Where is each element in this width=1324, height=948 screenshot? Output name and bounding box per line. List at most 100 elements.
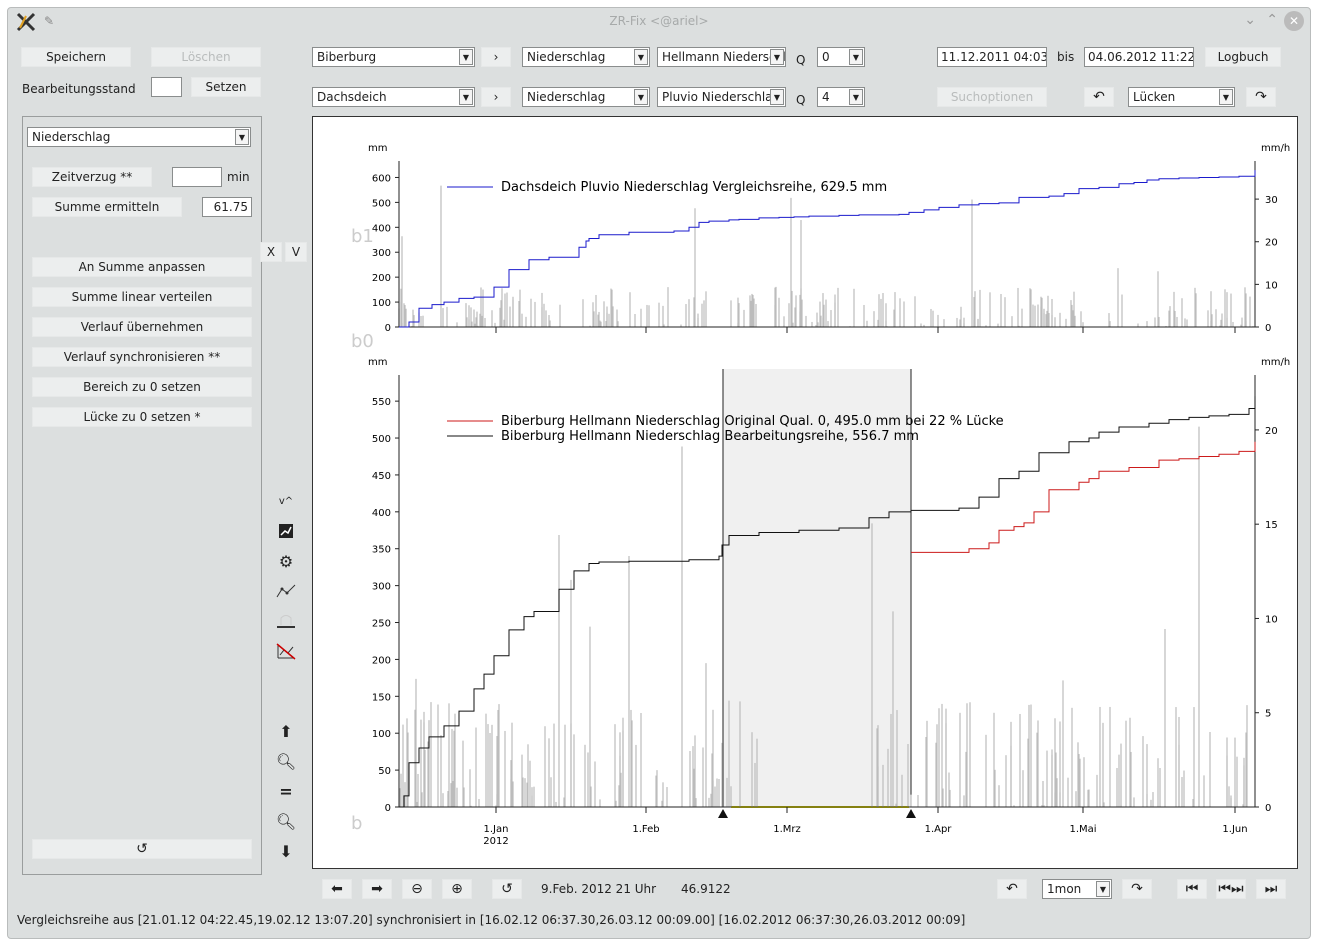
sync-course-button[interactable]: Verlauf synchronisieren ** xyxy=(32,347,252,367)
reset-zoom-button[interactable]: ↺ xyxy=(492,879,522,899)
y2-tick-label: 15 xyxy=(1265,520,1278,531)
y-tick-label: 200 xyxy=(372,273,391,284)
delete-button[interactable]: Löschen xyxy=(151,47,261,67)
date-to-field[interactable]: 04.06.2012 11:22 xyxy=(1084,47,1194,67)
panel-label: b0 xyxy=(351,331,374,352)
panel-undo-button[interactable]: ↺ xyxy=(32,839,252,859)
skip-end-icon: ⏭ xyxy=(1264,881,1278,897)
legend-entry: Biberburg Hellmann Niederschlag Original… xyxy=(501,414,1004,429)
close-icon[interactable]: ✕ xyxy=(1284,11,1304,31)
series-select[interactable]: Niederschlag ▼ xyxy=(27,127,251,147)
legend-entry: Biberburg Hellmann Niederschlag Bearbeit… xyxy=(501,429,919,444)
sensor-select-1[interactable]: Hellmann Niederschlag▼ xyxy=(657,47,786,67)
gaps-select[interactable]: Lücken ▼ xyxy=(1128,87,1235,107)
y-tick-label: 400 xyxy=(372,223,391,234)
interval-select[interactable]: 1mon ▼ xyxy=(1042,879,1112,899)
scroll-down-button[interactable]: ⬇ xyxy=(271,840,301,862)
sum-button[interactable]: Summe ermitteln xyxy=(32,197,182,217)
range-zero-button[interactable]: Bereich zu 0 setzen xyxy=(32,377,252,397)
x-button[interactable]: X xyxy=(260,242,282,262)
state-field[interactable] xyxy=(151,77,182,97)
gap-zero-button[interactable]: Lücke zu 0 setzen * xyxy=(32,407,252,427)
adjust-sum-button[interactable]: An Summe anpassen xyxy=(32,257,252,277)
skip-start-icon: ⏮ xyxy=(1185,881,1199,897)
logbook-button[interactable]: Logbuch xyxy=(1205,47,1281,67)
v-button[interactable]: V xyxy=(285,242,307,262)
y-fit-button[interactable]: = xyxy=(271,780,301,802)
q-2-value: 4 xyxy=(822,90,830,104)
scroll-up-button[interactable]: ⬆ xyxy=(271,720,301,742)
undo-arrow-icon: ↶ xyxy=(1006,881,1018,897)
state-label: Bearbeitungsstand xyxy=(22,82,136,96)
minimize-icon[interactable]: ⌄ xyxy=(1244,12,1256,28)
station-select-1[interactable]: Biberburg ▼ xyxy=(312,47,475,67)
x-zoom-out-button[interactable]: ⊖ xyxy=(402,879,432,899)
series-line xyxy=(911,441,1256,553)
y-tick-label: 600 xyxy=(372,173,391,184)
all-button[interactable]: ⏮⏭ xyxy=(1216,879,1246,899)
delay-unit: min xyxy=(227,170,250,184)
x-tick-sublabel: 2012 xyxy=(483,836,508,847)
y-tick-label: 350 xyxy=(372,545,391,556)
forward-button-1[interactable]: › xyxy=(481,47,511,67)
value-toggle-button[interactable]: v^ xyxy=(271,490,301,512)
y-zoom-out-button[interactable]: 🔍︎ xyxy=(271,750,301,772)
param-1-value: Niederschlag xyxy=(527,50,606,64)
delay-button[interactable]: Zeitverzug ** xyxy=(32,167,152,187)
chart-button[interactable] xyxy=(271,520,301,542)
gear-icon: ⚙ xyxy=(278,551,294,571)
chevron-down-icon: ▼ xyxy=(849,89,863,105)
baseline-icon xyxy=(277,615,295,628)
settings-button[interactable]: ⚙ xyxy=(271,550,301,572)
line-edit-button[interactable] xyxy=(271,580,301,602)
date-from-field[interactable]: 11.12.2011 04:03 xyxy=(937,47,1047,67)
sensor-select-2[interactable]: Pluvio Niederschlag ▼ xyxy=(657,87,786,107)
first-button[interactable]: ⏮ xyxy=(1177,879,1207,899)
interval-next-button[interactable]: ↷ xyxy=(1122,879,1152,899)
save-button[interactable]: Speichern xyxy=(21,47,131,67)
y-tick-label: 450 xyxy=(372,471,391,482)
series-line xyxy=(399,170,1256,328)
arrow-right-icon: ➡ xyxy=(371,881,383,897)
param-2-value: Niederschlag xyxy=(527,90,606,104)
selection-end-marker xyxy=(906,809,916,818)
title-bar: ✎ ZR-Fix <@ariel> ⌄ ⌃ ✕ xyxy=(8,8,1310,36)
q-select-2[interactable]: 4 ▼ xyxy=(817,87,865,107)
gap-prev-button[interactable]: ↶ xyxy=(1084,87,1114,107)
station-select-2[interactable]: Dachsdeich ▼ xyxy=(312,87,475,107)
y2-tick-label: 20 xyxy=(1265,426,1278,437)
arrow-down-icon: ⬇ xyxy=(279,841,293,861)
y-axis-unit-right: mm/h xyxy=(1261,357,1290,368)
y2-tick-label: 30 xyxy=(1265,195,1278,206)
baseline-button[interactable] xyxy=(271,610,301,632)
x-zoom-in-button[interactable]: ⊕ xyxy=(442,879,472,899)
station-1-value: Biberburg xyxy=(317,50,377,64)
x-tick-label: 1.Jun xyxy=(1222,824,1247,835)
forward-button-2[interactable]: › xyxy=(481,87,511,107)
scroll-right-button[interactable]: ➡ xyxy=(362,879,392,899)
y-zoom-in-button[interactable]: 🔍︎ xyxy=(271,810,301,832)
x-tick-label: 1.Feb xyxy=(632,824,659,835)
take-course-button[interactable]: Verlauf übernehmen xyxy=(32,317,252,337)
pin-icon[interactable]: ✎ xyxy=(44,14,55,28)
chevron-down-icon: ▼ xyxy=(770,49,784,65)
delay-field[interactable] xyxy=(172,167,222,187)
plot-area[interactable]: b1 b0 mm mm/h 600 500 400 300 200 100 0 30 20 10 0 Dach… xyxy=(312,116,1298,869)
param-select-2[interactable]: Niederschlag ▼ xyxy=(522,87,650,107)
param-select-1[interactable]: Niederschlag ▼ xyxy=(522,47,650,67)
interval-value: 1mon xyxy=(1047,882,1082,896)
search-options-button[interactable]: Suchoptionen xyxy=(937,87,1047,107)
zoom-in-icon: 🔍︎ xyxy=(275,811,297,831)
maximize-icon[interactable]: ⌃ xyxy=(1266,12,1278,28)
interval-prev-button[interactable]: ↶ xyxy=(997,879,1027,899)
q-select-1[interactable]: 0 ▼ xyxy=(817,47,865,67)
distribute-sum-button[interactable]: Summe linear verteilen xyxy=(32,287,252,307)
sum-field[interactable]: 61.75 xyxy=(202,197,252,217)
last-button[interactable]: ⏭ xyxy=(1256,879,1286,899)
scroll-left-button[interactable]: ⬅ xyxy=(322,879,352,899)
remove-chart-button[interactable] xyxy=(271,640,301,662)
series-line xyxy=(399,396,1256,808)
set-button[interactable]: Setzen xyxy=(191,77,261,97)
gap-next-button[interactable]: ↷ xyxy=(1246,87,1276,107)
